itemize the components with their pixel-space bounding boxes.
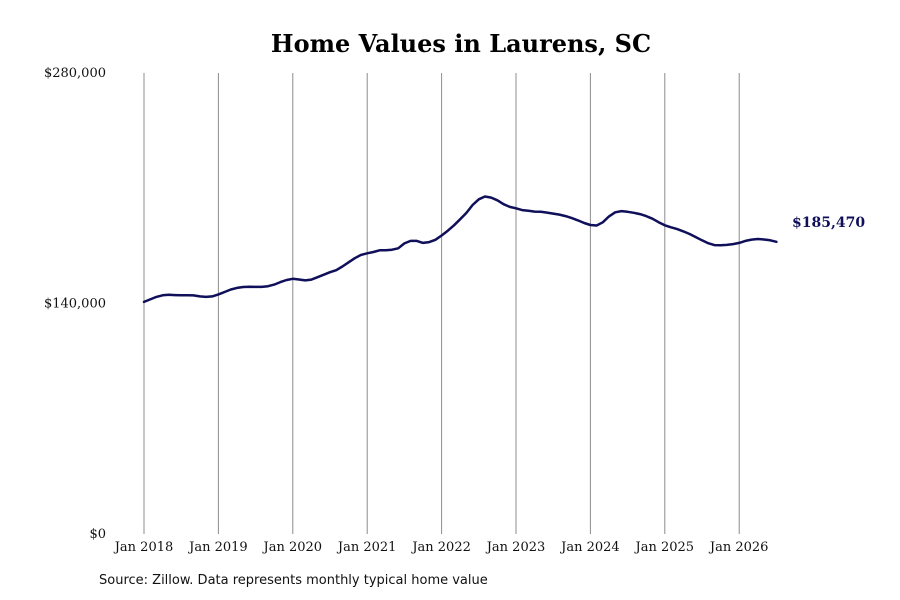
- y-tick-label-2: $280,000: [44, 66, 106, 81]
- x-tick-label-3: Jan 2021: [336, 540, 397, 555]
- x-axis: Jan 2018 Jan 2019 Jan 2020 Jan 2021 Jan 2022…: [113, 540, 769, 555]
- x-tick-label-6: Jan 2024: [559, 540, 620, 555]
- x-tick-label-4: Jan 2022: [410, 540, 471, 555]
- chart-title: Home Values in Laurens, SC: [271, 29, 651, 58]
- series-line-0: [142, 195, 778, 304]
- x-tick-label-8: Jan 2026: [708, 540, 769, 555]
- source-note: Source: Zillow. Data represents monthly …: [99, 573, 488, 588]
- y-tick-label-1: $140,000: [44, 297, 106, 312]
- y-tick-label-0: $0: [89, 527, 106, 542]
- x-tick-label-7: Jan 2025: [634, 540, 695, 555]
- x-tick-label-2: Jan 2020: [262, 540, 323, 555]
- series-group: [142, 195, 778, 304]
- y-axis: $0 $140,000 $280,000: [44, 66, 106, 542]
- x-tick-label-0: Jan 2018: [113, 540, 174, 555]
- end-value-label: $185,470: [792, 215, 865, 231]
- gridlines: [143, 73, 740, 534]
- x-tick-label-5: Jan 2023: [485, 540, 546, 555]
- x-tick-label-1: Jan 2019: [187, 540, 248, 555]
